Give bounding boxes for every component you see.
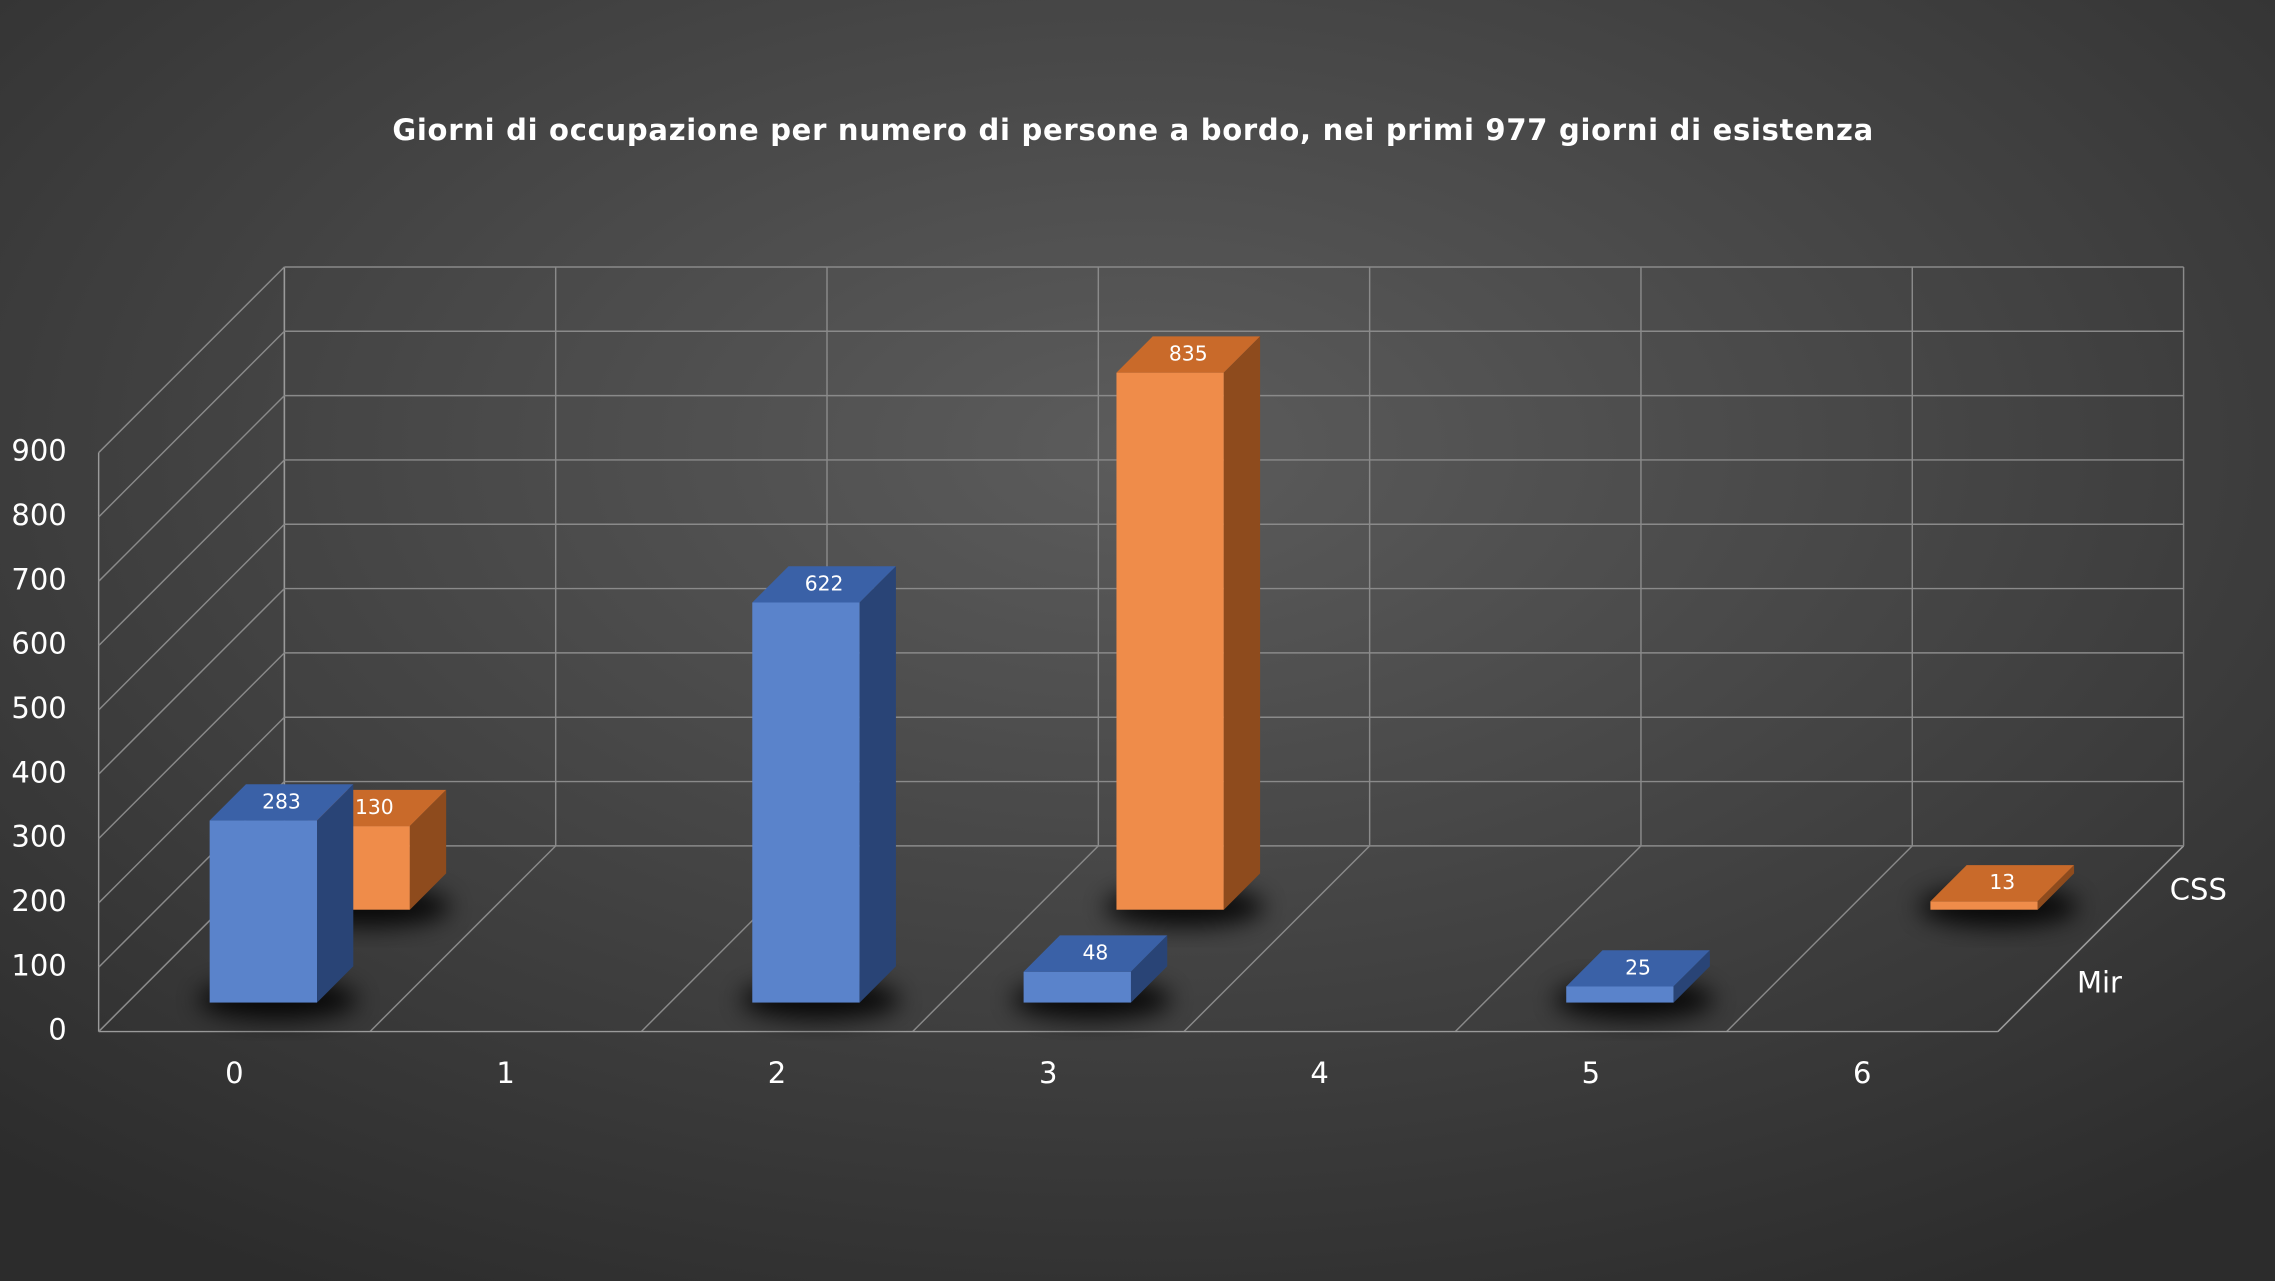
x-tick-label: 3 [1039, 1056, 1057, 1090]
data-label: 130 [355, 795, 394, 819]
bar-front [1023, 971, 1131, 1003]
y-tick-label: 500 [11, 691, 66, 725]
series-label: Mir [2077, 965, 2122, 999]
bar [1566, 950, 1710, 1003]
bar-front-shine [209, 820, 318, 1003]
y-tick-label: 700 [11, 562, 66, 596]
plot-area: Giorni di occupazione per numero di pers… [11, 113, 2227, 1090]
data-label: 283 [262, 789, 301, 813]
x-tick-label: 4 [1310, 1056, 1328, 1090]
grid-line [98, 716, 285, 904]
bar-top [752, 566, 896, 603]
series-label: CSS [2170, 873, 2227, 907]
bar-side [859, 566, 896, 1003]
bar-front [1930, 901, 2038, 910]
y-tick-label: 800 [11, 498, 66, 532]
bar [1930, 865, 2075, 910]
bar-top [1566, 950, 1710, 987]
chart-title: Giorni di occupazione per numero di pers… [392, 113, 1874, 147]
floor-line [1726, 845, 1913, 1033]
bar-side [1673, 950, 1710, 1003]
bar [209, 784, 354, 1003]
bar-front [1566, 986, 1674, 1003]
data-label: 25 [1625, 955, 1651, 979]
bar-top [209, 784, 354, 821]
bar-top [1930, 865, 2075, 902]
y-tick-label: 400 [11, 755, 66, 789]
bar-top [1023, 935, 1168, 972]
bar-side [1130, 935, 1168, 1003]
grid-line [98, 395, 285, 582]
y-tick-label: 600 [11, 627, 66, 661]
data-label: 622 [805, 571, 844, 595]
bar [1023, 935, 1168, 1003]
bar-front-shine [1566, 986, 1674, 1003]
y-tick-label: 0 [48, 1013, 66, 1047]
y-tick-label: 100 [11, 948, 66, 982]
floor-line [1183, 845, 1371, 1033]
x-tick-label: 0 [225, 1056, 243, 1090]
y-tick-label: 300 [11, 820, 66, 854]
grid-line [98, 330, 285, 518]
bar [752, 566, 896, 1003]
bar-side [409, 789, 447, 910]
grid-line [98, 588, 285, 775]
bar-front-shine [1116, 372, 1224, 910]
floor-line [369, 845, 557, 1033]
y-tick-label: 900 [11, 434, 66, 468]
bar-side [1223, 336, 1261, 910]
bar [1116, 336, 1261, 910]
floor-line [912, 845, 1099, 1033]
grid-line [98, 266, 285, 454]
bar-front-shine [1930, 901, 2038, 910]
data-label: 835 [1169, 341, 1208, 365]
floor-line [1454, 845, 1642, 1033]
x-tick-label: 2 [768, 1056, 786, 1090]
data-label: 13 [1989, 870, 2015, 894]
x-tick-label: 1 [496, 1056, 514, 1090]
bar-front-shine [752, 602, 860, 1003]
grid-line [98, 459, 285, 647]
bar-front [752, 602, 860, 1003]
bar-front [209, 820, 318, 1003]
bar-side [317, 784, 354, 1003]
grid-line [98, 652, 285, 840]
x-tick-label: 6 [1853, 1056, 1871, 1090]
bar-top [1116, 336, 1261, 373]
side-edge [1997, 845, 2185, 1033]
bar-front-shine [1023, 971, 1131, 1003]
bar-front [1116, 372, 1224, 910]
bar-side [2037, 865, 2075, 910]
x-tick-label: 5 [1582, 1056, 1600, 1090]
y-tick-label: 200 [11, 884, 66, 918]
grid-line [98, 523, 285, 711]
data-label: 48 [1083, 941, 1109, 965]
